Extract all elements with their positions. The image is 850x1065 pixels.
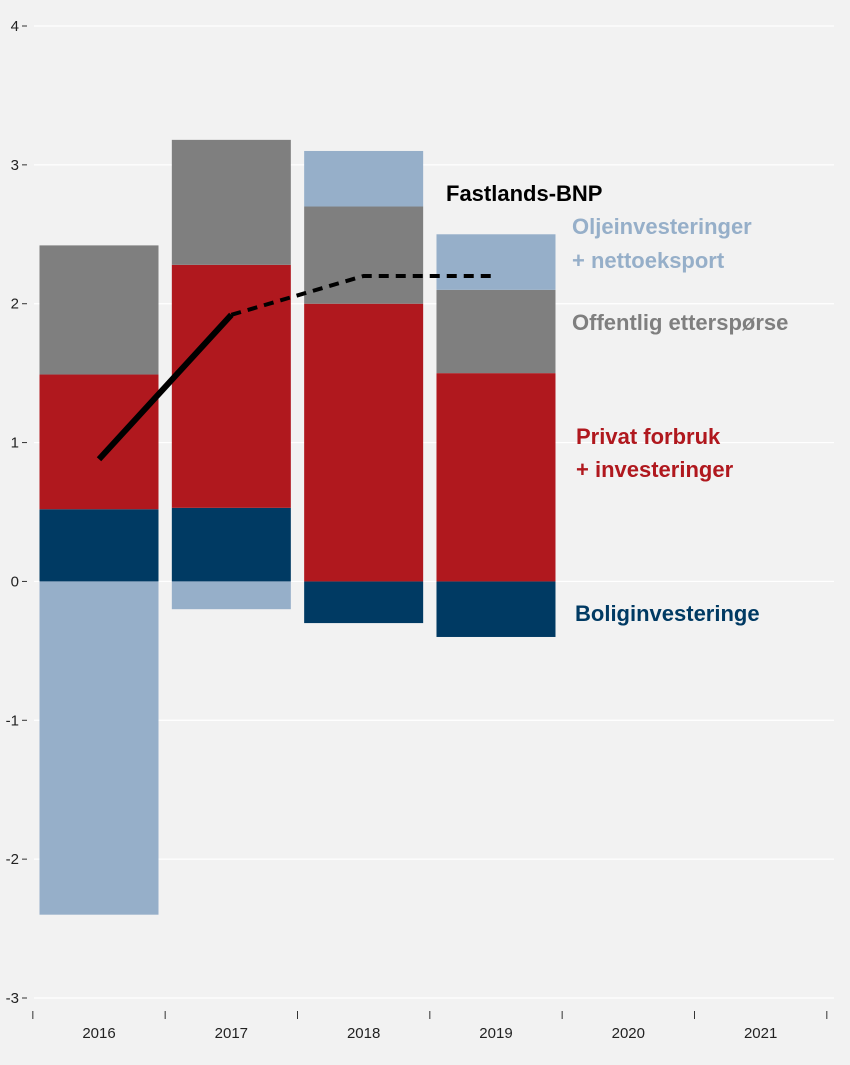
y-tick-label: -3	[6, 990, 19, 1007]
direct-labels: Fastlands-BNP Oljeinvesteringer + nettoe…	[446, 181, 788, 626]
bar-segment-2019-2	[436, 373, 556, 582]
label-privat-line2: + investeringer	[576, 457, 734, 482]
bars	[39, 139, 556, 915]
label-fastlands-bnp: Fastlands-BNP	[446, 181, 602, 206]
bar-segment-2018-4	[304, 150, 424, 207]
y-tick-label: 1	[11, 435, 19, 452]
x-tick-label-2017: 2017	[215, 1025, 248, 1042]
bar-segment-2017-3	[171, 139, 291, 265]
bar-segment-2018-2	[304, 303, 424, 582]
x-tick-label-2018: 2018	[347, 1025, 380, 1042]
bar-segment-2016-2	[39, 374, 159, 510]
label-privat-line1: Privat forbruk	[576, 424, 721, 449]
label-offentlig: Offentlig etterspørse	[572, 310, 788, 335]
gdp-line-actual	[96, 312, 234, 462]
gridlines	[34, 25, 834, 999]
bar-segment-2016-4	[39, 581, 159, 915]
label-bolig: Boliginvesteringe	[575, 601, 760, 626]
x-tick-label-2019: 2019	[479, 1025, 512, 1042]
label-olje-line2: + nettoeksport	[572, 248, 725, 273]
x-tick-label-2020: 2020	[612, 1025, 645, 1042]
bar-segment-2018-3	[304, 206, 424, 304]
bar-segment-2019-3	[436, 289, 556, 374]
y-tick-label: -1	[6, 712, 19, 729]
x-tick-label-2021: 2021	[744, 1025, 777, 1042]
bar-segment-2018-1	[304, 581, 424, 624]
y-tick-label: 4	[11, 18, 19, 35]
gdp-line	[96, 273, 496, 462]
axes: 4 3 2 1 0 -1 -2 -3 2016 2017 2018 2019 2020 2021	[6, 18, 828, 1042]
y-tick-label: -2	[6, 851, 19, 868]
bar-segment-2017-2	[171, 264, 291, 508]
bar-segment-2016-3	[39, 245, 159, 375]
y-tick-label: 0	[11, 573, 19, 590]
bar-segment-2017-1	[171, 507, 291, 582]
bar-segment-2019-4	[436, 234, 556, 290]
y-tick-label: 2	[11, 296, 19, 313]
bar-segment-2016-1	[39, 509, 159, 582]
label-olje-line1: Oljeinvesteringer	[572, 214, 752, 239]
bar-segment-2019-1	[436, 581, 556, 637]
y-tick-label: 3	[11, 157, 19, 174]
x-tick-label-2016: 2016	[82, 1025, 115, 1042]
bar-segment-2017-4	[171, 581, 291, 610]
gdp-line-projection	[230, 273, 496, 317]
